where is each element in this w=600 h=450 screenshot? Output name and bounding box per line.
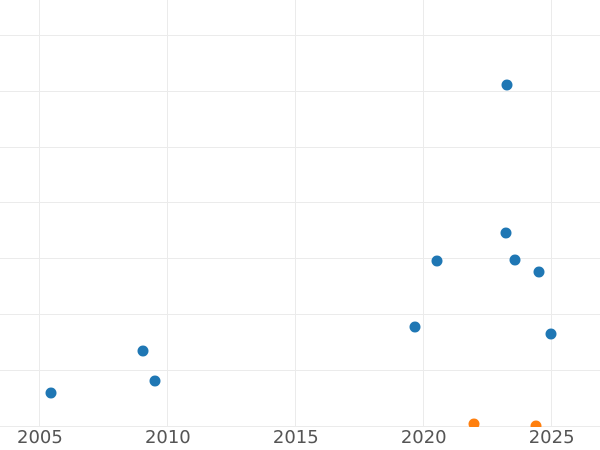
gridline-horizontal (0, 258, 600, 260)
data-point-blue (45, 387, 57, 399)
data-point-blue (137, 345, 149, 357)
gridline-vertical (551, 0, 553, 427)
x-tick-label: 2025 (528, 427, 575, 448)
gridline-vertical (39, 0, 41, 427)
data-point-blue (409, 321, 421, 333)
gridline-horizontal (0, 34, 600, 36)
data-point-orange (530, 420, 542, 427)
x-tick-label: 2010 (144, 427, 191, 448)
data-point-blue (509, 254, 521, 266)
plot-area (0, 0, 600, 427)
gridline-horizontal (0, 313, 600, 315)
data-point-blue (431, 255, 443, 267)
x-tick-label: 2005 (17, 427, 63, 448)
data-point-blue (501, 79, 513, 91)
data-point-blue (545, 328, 557, 340)
data-point-blue (149, 375, 161, 387)
gridline-vertical (295, 0, 297, 427)
data-point-orange (468, 418, 480, 427)
gridline-horizontal (0, 146, 600, 148)
x-tick-label: 2015 (272, 427, 319, 448)
data-point-blue (500, 227, 512, 239)
gridline-vertical (167, 0, 169, 427)
gridline-horizontal (0, 202, 600, 204)
gridline-horizontal (0, 425, 600, 427)
data-point-blue (533, 266, 545, 278)
gridline-horizontal (0, 369, 600, 371)
x-tick-label: 2020 (400, 427, 447, 448)
gridline-horizontal (0, 90, 600, 92)
gridline-vertical (423, 0, 425, 427)
